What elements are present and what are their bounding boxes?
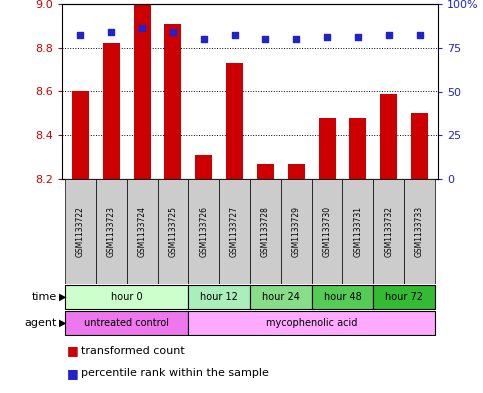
Point	[107, 29, 115, 35]
Text: GSM1133731: GSM1133731	[354, 206, 362, 257]
Text: GSM1133728: GSM1133728	[261, 206, 270, 257]
Text: GSM1133726: GSM1133726	[199, 206, 208, 257]
Text: ■: ■	[67, 367, 79, 380]
Bar	[96, 179, 127, 284]
Bar	[250, 179, 281, 284]
Text: untreated control: untreated control	[84, 318, 169, 328]
Point	[231, 32, 239, 39]
Point	[416, 32, 424, 39]
Bar	[288, 164, 305, 179]
Bar	[195, 155, 212, 179]
Bar	[188, 311, 435, 335]
Text: mycophenolic acid: mycophenolic acid	[266, 318, 357, 328]
Text: hour 24: hour 24	[262, 292, 300, 302]
Text: GSM1133723: GSM1133723	[107, 206, 116, 257]
Bar	[250, 285, 312, 309]
Text: GSM1133724: GSM1133724	[138, 206, 147, 257]
Text: GSM1133732: GSM1133732	[384, 206, 393, 257]
Text: agent: agent	[25, 318, 57, 328]
Point	[77, 32, 85, 39]
Bar	[319, 118, 336, 179]
Text: time: time	[32, 292, 57, 302]
Text: GSM1133730: GSM1133730	[323, 206, 331, 257]
Point	[292, 36, 300, 42]
Bar	[349, 118, 366, 179]
Text: hour 12: hour 12	[200, 292, 238, 302]
Point	[200, 36, 208, 42]
Bar	[373, 285, 435, 309]
Point	[323, 34, 331, 40]
Text: ▶: ▶	[59, 318, 67, 328]
Bar	[127, 179, 157, 284]
Text: percentile rank within the sample: percentile rank within the sample	[81, 369, 269, 378]
Point	[385, 32, 393, 39]
Text: GSM1133733: GSM1133733	[415, 206, 424, 257]
Text: GSM1133725: GSM1133725	[169, 206, 177, 257]
Text: hour 72: hour 72	[385, 292, 423, 302]
Bar	[134, 4, 151, 179]
Text: ■: ■	[67, 344, 79, 357]
Point	[262, 36, 270, 42]
Bar	[65, 311, 188, 335]
Text: transformed count: transformed count	[81, 345, 185, 356]
Text: GSM1133722: GSM1133722	[76, 206, 85, 257]
Bar	[188, 285, 250, 309]
Text: GSM1133727: GSM1133727	[230, 206, 239, 257]
Bar	[373, 179, 404, 284]
Bar	[312, 285, 373, 309]
Text: hour 48: hour 48	[324, 292, 361, 302]
Bar	[65, 179, 96, 284]
Bar	[65, 285, 188, 309]
Bar	[281, 179, 312, 284]
Bar	[103, 43, 120, 179]
Bar	[257, 164, 274, 179]
Bar	[188, 179, 219, 284]
Bar	[312, 179, 342, 284]
Bar	[72, 92, 89, 179]
Bar	[219, 179, 250, 284]
Bar	[411, 113, 428, 179]
Bar	[157, 179, 188, 284]
Text: ▶: ▶	[59, 292, 67, 302]
Point	[354, 34, 362, 40]
Bar	[380, 94, 397, 179]
Bar	[226, 63, 243, 179]
Text: hour 0: hour 0	[111, 292, 142, 302]
Point	[169, 29, 177, 35]
Point	[138, 26, 146, 32]
Text: GSM1133729: GSM1133729	[292, 206, 301, 257]
Bar	[165, 24, 182, 179]
Bar	[342, 179, 373, 284]
Bar	[404, 179, 435, 284]
